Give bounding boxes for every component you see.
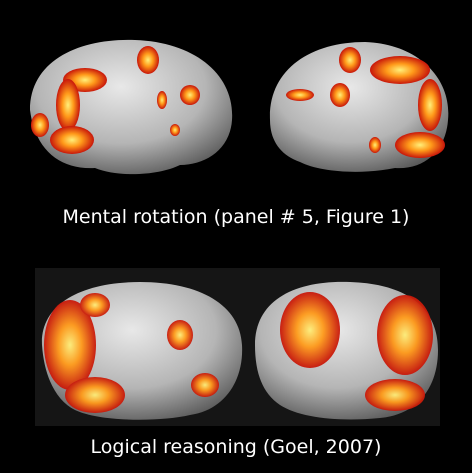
caption: Mental rotation (panel # 5, Figure 1) bbox=[0, 206, 472, 228]
caption: Logical reasoning (Goel, 2007) bbox=[0, 436, 472, 458]
brain-images bbox=[0, 0, 472, 473]
figure: Mental rotation (panel # 5, Figure 1) Lo… bbox=[0, 0, 472, 473]
mental-rotation-brains bbox=[30, 40, 448, 174]
